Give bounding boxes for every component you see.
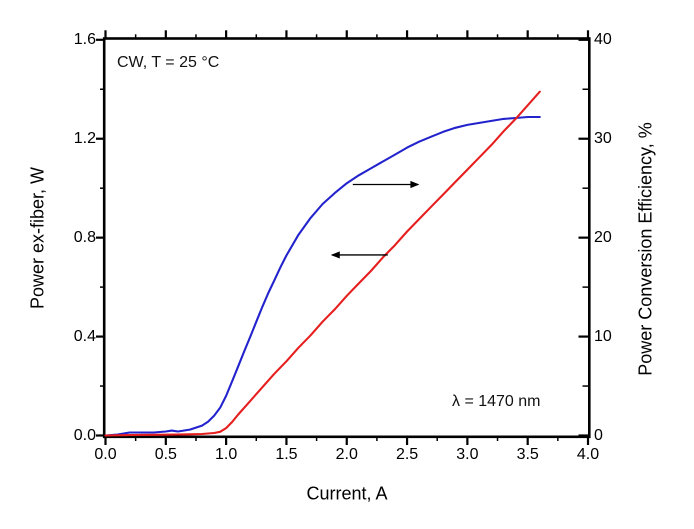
left-arrow-head-icon	[330, 251, 340, 259]
right-arrow-head-icon	[410, 180, 420, 189]
x-tick-label: 3.5	[516, 446, 539, 463]
plot-frame	[102, 37, 591, 439]
y-left-axis-title: Power ex-fiber, W	[27, 166, 48, 310]
x-tick-label: 1.0	[215, 446, 238, 463]
x-tick-label: 0.0	[94, 446, 117, 463]
y-right-axis-title: Power Conversion Efficiency, %	[635, 122, 656, 376]
power-conversion-efficiency-curve	[104, 115, 541, 437]
condition-annotation: CW, T = 25 °C	[117, 54, 220, 71]
y-right-tick-label: 40	[594, 30, 612, 48]
y-left-tick-label: 0.4	[73, 327, 96, 345]
y-right-tick-label: 20	[594, 228, 612, 246]
x-axis-title: Current, A	[306, 483, 388, 504]
x-tick-label: 2.5	[395, 446, 419, 463]
y-left-tick-label: 0.0	[73, 426, 96, 444]
power-ex-fiber-curve	[104, 90, 541, 437]
x-tick-label: 4.0	[576, 446, 600, 463]
y-right-tick-label: 0	[594, 426, 603, 444]
y-right-tick-label: 30	[594, 129, 612, 147]
x-tick-label: 0.5	[154, 446, 177, 463]
wavelength-annotation: λ = 1470 nm	[452, 393, 541, 410]
y-left-tick-label: 0.8	[73, 228, 96, 246]
y-left-tick-label: 1.2	[73, 129, 96, 147]
x-tick-label: 3.0	[456, 446, 479, 463]
x-tick-label: 1.5	[275, 446, 298, 463]
y-right-tick-label: 10	[594, 327, 612, 345]
y-left-tick-label: 1.6	[73, 30, 96, 48]
x-tick-label: 2.0	[335, 446, 358, 463]
